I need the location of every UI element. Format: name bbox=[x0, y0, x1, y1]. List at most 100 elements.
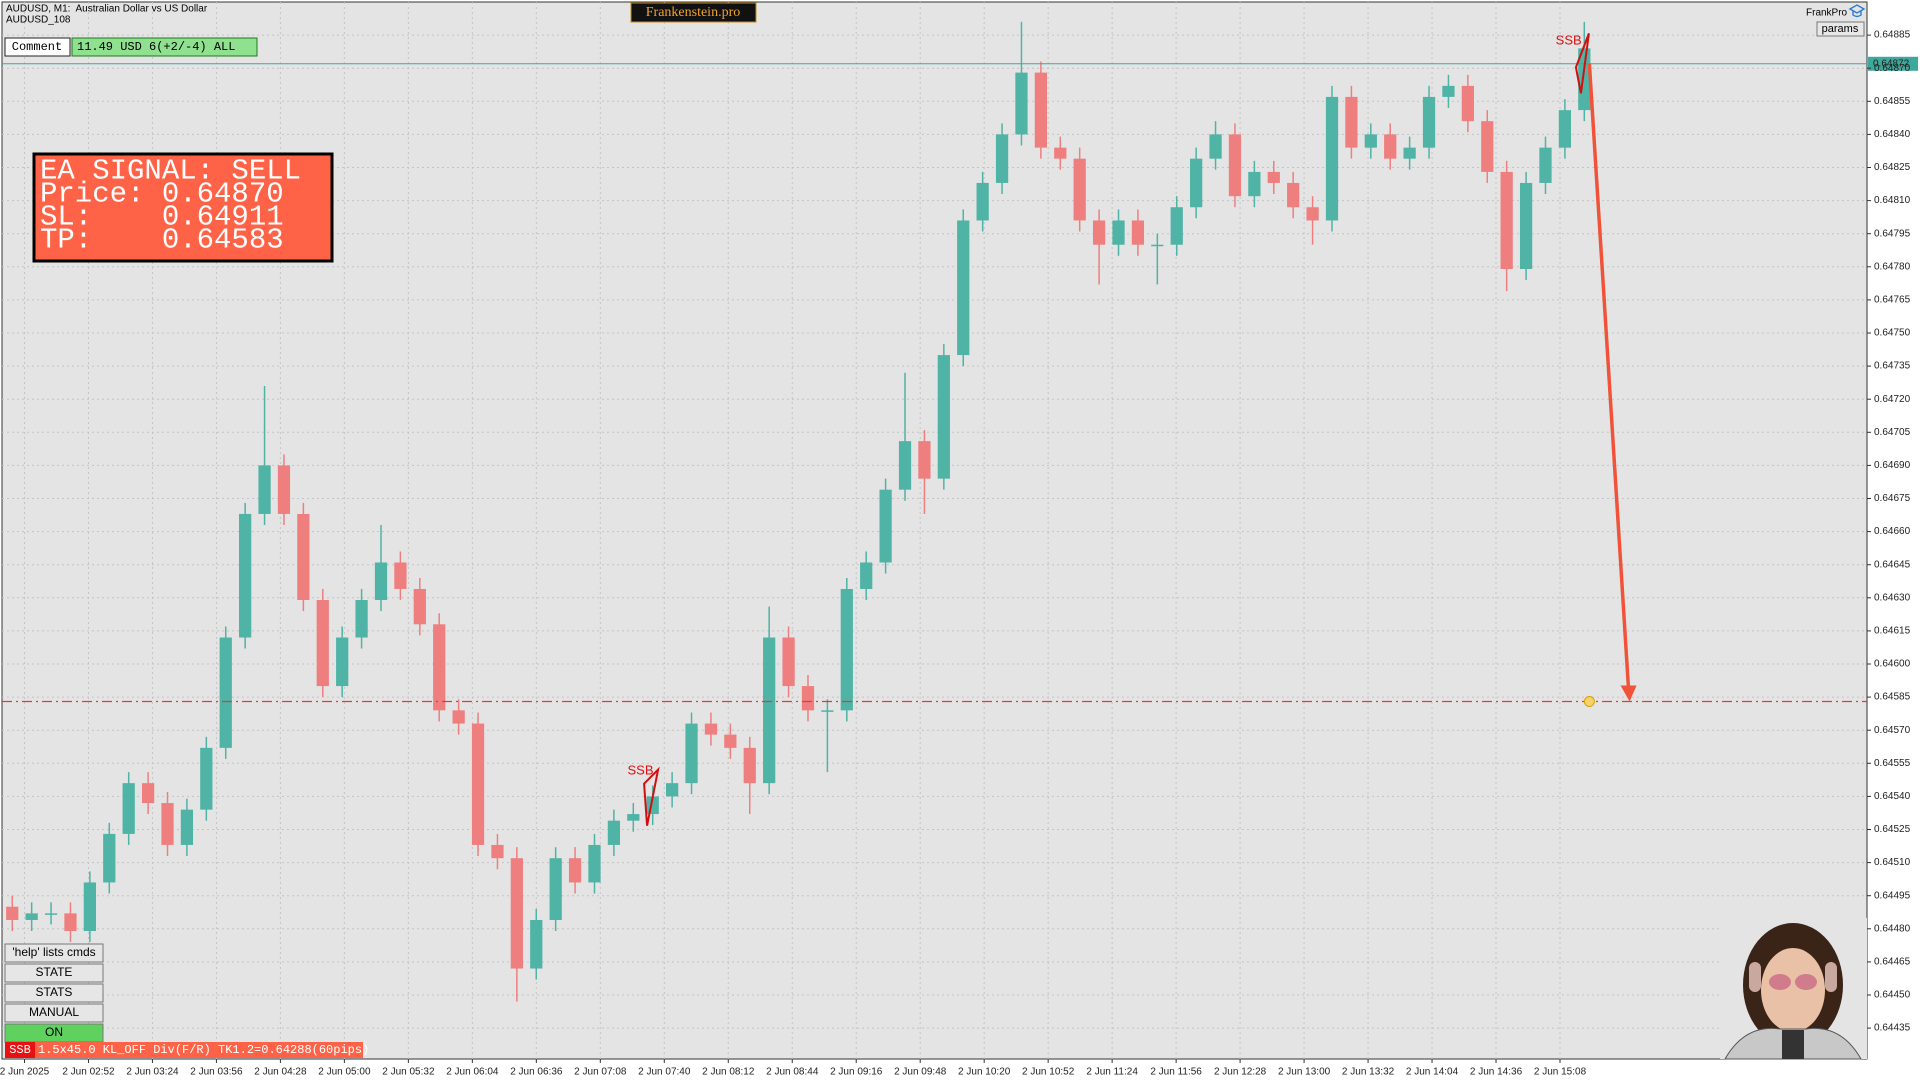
candles bbox=[6, 21, 1591, 1002]
x-tick-label: 2 Jun 05:32 bbox=[382, 1067, 435, 1078]
candle-body bbox=[1519, 182, 1533, 270]
x-tick-label: 2 Jun 13:00 bbox=[1278, 1067, 1331, 1078]
candle-body bbox=[122, 783, 135, 834]
candle-body bbox=[704, 723, 718, 735]
candle-body bbox=[510, 858, 523, 969]
status-tag: SSB bbox=[9, 1043, 31, 1057]
candle-body bbox=[374, 562, 388, 601]
candle-body bbox=[219, 637, 232, 748]
candle-body bbox=[200, 747, 213, 810]
y-tick-label: 0.64855 bbox=[1874, 96, 1911, 107]
candle-body bbox=[1131, 220, 1145, 245]
candle-body bbox=[1228, 134, 1242, 197]
x-tick-label: 2 Jun 13:32 bbox=[1342, 1067, 1395, 1078]
y-tick-label: 0.64615 bbox=[1874, 626, 1911, 637]
candle-body bbox=[491, 844, 504, 859]
signal-line: TP: 0.64583 bbox=[40, 224, 284, 257]
control-button-label[interactable]: STATS bbox=[36, 985, 73, 999]
control-button-label[interactable]: MANUAL bbox=[29, 1005, 79, 1019]
account-label: AUDUSD_108 bbox=[6, 15, 71, 26]
control-button[interactable] bbox=[4, 1003, 104, 1023]
candle-body bbox=[1403, 147, 1416, 159]
candle-body bbox=[607, 820, 621, 845]
candle-body bbox=[782, 637, 795, 687]
symbol-title: AUDUSD, M1: Australian Dollar vs US Doll… bbox=[6, 4, 208, 15]
candle-body bbox=[1034, 72, 1047, 148]
control-button[interactable] bbox=[4, 983, 104, 1003]
y-tick-label: 0.64885 bbox=[1874, 30, 1911, 41]
signal-line: EA SIGNAL: SELL bbox=[40, 155, 301, 188]
candle-body bbox=[239, 513, 252, 638]
candle-body bbox=[355, 600, 368, 638]
candle-body bbox=[568, 858, 582, 883]
candle-body bbox=[898, 441, 912, 490]
y-tick-label: 0.64630 bbox=[1874, 592, 1911, 603]
candle-body bbox=[763, 637, 776, 784]
signal-line: Price: 0.64870 bbox=[40, 178, 284, 211]
x-tick-label: 2 Jun 03:24 bbox=[126, 1067, 179, 1078]
params-button-label[interactable]: params bbox=[1822, 23, 1859, 35]
comment-button-label[interactable]: Comment bbox=[12, 40, 62, 54]
status-box bbox=[35, 1042, 363, 1058]
control-button[interactable] bbox=[4, 963, 104, 983]
y-tick-label: 0.64705 bbox=[1874, 427, 1911, 438]
user-icon bbox=[1848, 4, 1866, 18]
candle-body bbox=[394, 562, 407, 589]
control-button[interactable] bbox=[4, 943, 104, 963]
candle-body bbox=[1170, 207, 1183, 245]
candle-body bbox=[1461, 85, 1474, 122]
signal-shape bbox=[1574, 32, 1590, 94]
candle-body bbox=[1500, 171, 1513, 270]
avatar-headphone-right bbox=[1825, 962, 1837, 992]
x-tick-label: 2 Jun 15:08 bbox=[1534, 1067, 1587, 1078]
candle-body bbox=[433, 624, 446, 711]
x-tick-label: 2 Jun 09:16 bbox=[830, 1067, 883, 1078]
candle-body bbox=[840, 588, 853, 711]
x-tick-label: 2 Jun 07:08 bbox=[574, 1067, 627, 1078]
comment-value-box bbox=[71, 37, 258, 57]
y-tick-label: 0.64780 bbox=[1874, 261, 1911, 272]
y-tick-label: 0.64570 bbox=[1874, 725, 1911, 736]
y-tick-label: 0.64450 bbox=[1874, 990, 1911, 1001]
candle-body bbox=[588, 844, 601, 883]
axes: 0.64885 0.64870 0.64855 0.64840 0.64825 0.648… bbox=[0, 30, 1911, 1078]
candle-body bbox=[1422, 96, 1436, 148]
x-tick-label: 2 Jun 02:52 bbox=[62, 1067, 115, 1078]
candle-body bbox=[452, 710, 465, 724]
control-button-label[interactable]: ON bbox=[45, 1025, 63, 1039]
candle-body bbox=[1015, 72, 1028, 135]
candle-body bbox=[1209, 134, 1222, 159]
signal-box bbox=[32, 152, 334, 263]
control-button-label[interactable]: STATE bbox=[36, 965, 73, 979]
status-tag-box bbox=[5, 1042, 35, 1058]
overlay: 0.64872 SSB SSB bbox=[2, 33, 1918, 826]
candle-body bbox=[743, 747, 756, 784]
candle-body bbox=[1481, 121, 1494, 172]
params-button[interactable] bbox=[1816, 21, 1865, 37]
current-price-label: 0.64872 bbox=[1873, 58, 1910, 69]
candle-body bbox=[1112, 220, 1125, 245]
sell-arrow bbox=[1587, 63, 1631, 690]
candle-body bbox=[1287, 182, 1300, 208]
candle-body bbox=[995, 134, 1009, 183]
y-tick-label: 0.64675 bbox=[1874, 493, 1911, 504]
candle-body bbox=[918, 441, 931, 479]
comment-button[interactable] bbox=[4, 37, 71, 57]
y-tick-label: 0.64555 bbox=[1874, 758, 1911, 769]
brand-text: Frankenstein.pro bbox=[646, 5, 740, 20]
candle-body bbox=[413, 588, 426, 625]
candle-body bbox=[1442, 85, 1455, 97]
candle-body bbox=[1539, 147, 1552, 183]
control-button-label[interactable]: 'help' lists cmds bbox=[12, 945, 95, 959]
candle-body bbox=[316, 600, 329, 687]
x-tick-label: 2 Jun 10:52 bbox=[1022, 1067, 1075, 1078]
candle-body bbox=[297, 513, 310, 601]
y-tick-label: 0.64690 bbox=[1874, 460, 1911, 471]
y-tick-label: 0.64645 bbox=[1874, 559, 1911, 570]
y-tick-label: 0.64720 bbox=[1874, 394, 1911, 405]
y-tick-label: 0.64435 bbox=[1874, 1023, 1911, 1034]
current-price-tag bbox=[1868, 56, 1918, 71]
y-tick-label: 0.64840 bbox=[1874, 129, 1911, 140]
x-tick-label: 2 Jun 11:56 bbox=[1150, 1067, 1202, 1078]
